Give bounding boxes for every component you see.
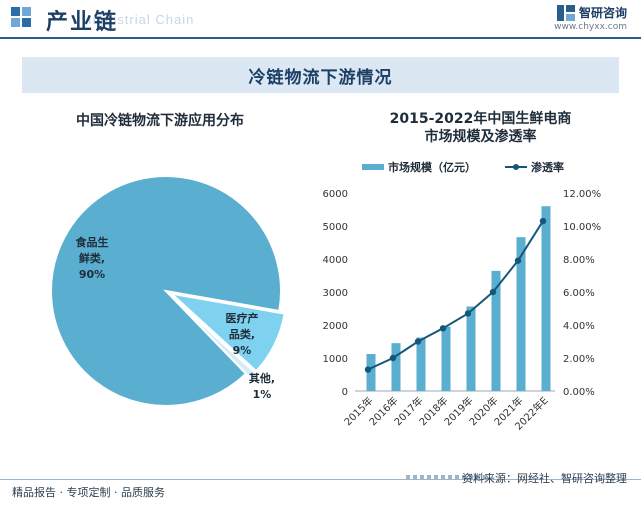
footer-source: 资料来源：网经社、智研咨询整理 bbox=[462, 472, 627, 485]
line-point-2017年 bbox=[414, 338, 422, 345]
y-left-tick-0: 0 bbox=[342, 387, 348, 398]
y-left-tick-3: 3000 bbox=[323, 288, 348, 299]
footer-dots bbox=[406, 475, 486, 479]
bar-2015年 bbox=[366, 354, 376, 391]
line-point-2019年 bbox=[464, 310, 472, 317]
brand-logo-icon bbox=[556, 4, 575, 21]
bar-2016年 bbox=[391, 343, 401, 391]
y-left-tick-2: 2000 bbox=[323, 321, 348, 332]
banner-title: 冷链物流下游情况 bbox=[248, 67, 393, 88]
bar-2018年 bbox=[441, 326, 451, 391]
brand: 智研咨询 www.chyxx.com bbox=[554, 4, 627, 32]
pie-slice-3 bbox=[171, 295, 259, 381]
page-title: 产业链 bbox=[46, 9, 119, 35]
pie-slice-1 bbox=[50, 175, 282, 407]
legend-line-label: 渗透率 bbox=[531, 160, 564, 174]
y-left-tick-1: 1000 bbox=[323, 354, 348, 365]
pie-label-2-line-2: 品类, bbox=[229, 327, 255, 341]
y-right-tick-5: 10.00% bbox=[563, 222, 601, 233]
section-banner: 冷链物流下游情况 bbox=[22, 57, 619, 93]
bar-2019年 bbox=[466, 306, 476, 391]
pie-chart-title: 中国冷链物流下游应用分布 bbox=[76, 113, 244, 129]
y-right-tick-2: 4.00% bbox=[563, 321, 595, 332]
header-divider bbox=[0, 37, 641, 39]
bar-2021年 bbox=[516, 237, 526, 391]
industry-chain-logo-icon bbox=[11, 7, 31, 27]
header-subtitle: Industrial Chain bbox=[88, 12, 195, 27]
pie-label-3-line-1: 其他, bbox=[249, 371, 275, 385]
penetration-rate-line bbox=[367, 220, 544, 371]
bar-chart-title-line-1: 2015-2022年中国生鲜电商 bbox=[389, 111, 572, 127]
bar-chart-title-line-2: 市场规模及渗透率 bbox=[424, 129, 537, 145]
pie-label-2-line-3: 9% bbox=[233, 344, 252, 357]
y-right-tick-6: 12.00% bbox=[563, 189, 601, 200]
y-left-tick-4: 4000 bbox=[323, 255, 348, 266]
bar-2020年 bbox=[491, 270, 501, 391]
legend-bar-swatch bbox=[362, 164, 384, 170]
brand-name: 智研咨询 bbox=[578, 6, 627, 20]
pie-label-1-line-3: 90% bbox=[79, 268, 105, 281]
legend-line-marker bbox=[513, 164, 519, 170]
bar-chart-title: 2015-2022年中国生鲜电商 市场规模及渗透率 bbox=[320, 110, 641, 146]
bar-line-chart: 市场规模（亿元） 渗透率 0 1000 2000 3000 4000 5000 6000 0.00… bbox=[323, 160, 602, 433]
y-left-tick-5: 5000 bbox=[323, 222, 348, 233]
line-point-2015年 bbox=[364, 366, 372, 373]
line-point-2016年 bbox=[389, 354, 397, 362]
line-point-2020年 bbox=[489, 288, 497, 296]
pie-label-1-line-2: 鲜类, bbox=[79, 251, 105, 265]
y-left-tick-6: 6000 bbox=[323, 189, 348, 200]
brand-url: www.chyxx.com bbox=[554, 22, 627, 32]
footer-divider bbox=[0, 479, 641, 480]
y-right-tick-1: 2.00% bbox=[563, 354, 595, 365]
pie-label-3-line-2: 1% bbox=[253, 388, 272, 401]
y-right-tick-3: 6.00% bbox=[563, 288, 595, 299]
y-right-tick-0: 0.00% bbox=[563, 387, 595, 398]
bar-2022年E bbox=[541, 206, 551, 391]
line-point-2018年 bbox=[439, 325, 447, 332]
pie-label-1-line-1: 食品生 bbox=[76, 235, 109, 249]
bar-2017年 bbox=[416, 337, 426, 391]
footer-slogan: 精品报告 · 专项定制 · 品质服务 bbox=[12, 486, 165, 499]
line-point-2022年E bbox=[539, 217, 547, 225]
y-right-tick-4: 8.00% bbox=[563, 255, 595, 266]
line-point-2021年 bbox=[514, 257, 522, 264]
header: Industrial Chain 产业链 智研咨询 www.chyxx.com bbox=[0, 0, 641, 40]
legend-bar-label: 市场规模（亿元） bbox=[388, 160, 476, 174]
pie-label-2-line-1: 医疗产 bbox=[226, 311, 259, 325]
pie-slice-2 bbox=[168, 292, 286, 373]
